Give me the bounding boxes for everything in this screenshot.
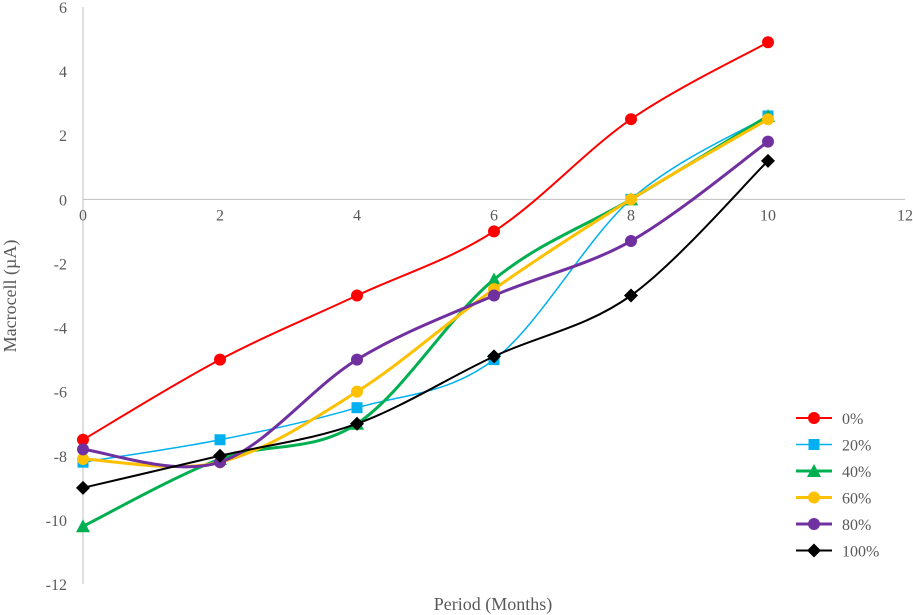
data-point <box>350 416 364 431</box>
legend-label: 40% <box>842 464 871 481</box>
x-tick-label: 2 <box>216 207 224 224</box>
data-point <box>488 289 500 302</box>
series-2 <box>76 108 775 533</box>
data-point <box>762 113 774 126</box>
y-tick-label: 4 <box>59 64 67 81</box>
series-line <box>82 41 769 441</box>
y-axis-title: Macrocell (µA) <box>0 240 21 353</box>
y-tick-label: -2 <box>54 256 67 273</box>
data-point <box>625 113 637 126</box>
legend-swatch-marker <box>807 543 821 558</box>
series-1 <box>77 110 774 468</box>
data-point <box>76 519 90 533</box>
data-point <box>625 193 637 206</box>
legend-label: 80% <box>842 517 871 534</box>
y-tick-label: 6 <box>59 0 67 17</box>
data-point <box>762 135 774 148</box>
legend-label: 60% <box>842 491 871 508</box>
legend-label: 100% <box>842 544 879 561</box>
series-line <box>82 160 769 489</box>
data-point <box>77 452 89 465</box>
series-line <box>82 115 769 463</box>
axes: -12 -10 -8 -6 -4 -2 0 2 4 6 0 2 4 6 8 10 12 <box>46 0 913 594</box>
data-point <box>761 153 775 168</box>
legend-entry: 40% <box>796 464 871 481</box>
legend-swatch-marker <box>808 518 820 530</box>
data-point <box>487 349 501 364</box>
legend-swatch-marker <box>808 491 820 504</box>
data-point <box>487 272 501 286</box>
data-point <box>488 225 500 238</box>
legend-swatch-marker <box>808 439 820 450</box>
legend-entry: 80% <box>796 517 871 534</box>
y-tick-label: -8 <box>54 449 67 466</box>
y-tick-label: -12 <box>46 577 67 594</box>
data-point <box>214 434 226 446</box>
x-tick-label: 8 <box>627 207 635 224</box>
x-tick-label: 12 <box>897 207 913 224</box>
data-point <box>351 353 363 366</box>
series-4 <box>77 135 774 469</box>
legend-entry: 0% <box>796 411 863 428</box>
legend-swatch-marker <box>807 464 821 477</box>
series-line <box>82 117 769 468</box>
legend-swatch-marker <box>808 412 820 424</box>
data-point <box>76 480 90 495</box>
data-point <box>213 448 227 463</box>
data-point <box>625 235 637 248</box>
legend-entry: 100% <box>796 543 879 561</box>
series-line <box>82 140 769 469</box>
data-point <box>77 443 89 456</box>
series-0 <box>77 36 774 446</box>
y-tick-label: -10 <box>46 513 67 530</box>
x-tick-label: 0 <box>79 207 87 224</box>
data-point <box>624 288 638 303</box>
x-axis-title: Period (Months) <box>434 594 553 615</box>
legend-label: 20% <box>842 438 871 455</box>
y-tick-label: -6 <box>54 385 67 402</box>
y-tick-label: 2 <box>59 128 67 145</box>
series-layer <box>76 36 775 533</box>
y-tick-label: 0 <box>59 192 67 209</box>
data-point <box>214 353 226 366</box>
x-tick-label: 10 <box>760 207 776 224</box>
legend-label: 0% <box>842 411 863 428</box>
data-point <box>351 385 363 398</box>
series-5 <box>76 153 775 495</box>
data-point <box>351 402 363 414</box>
legend: 0% 20% 40% 60% 80% 100% <box>796 411 879 561</box>
data-point <box>351 289 363 302</box>
x-tick-label: 4 <box>353 207 361 224</box>
y-tick-label: -4 <box>54 321 67 338</box>
data-point <box>762 36 774 49</box>
series-3 <box>77 113 774 469</box>
legend-entry: 60% <box>796 491 871 508</box>
data-point <box>77 433 89 446</box>
legend-entry: 20% <box>796 438 871 455</box>
x-tick-label: 6 <box>490 207 498 224</box>
